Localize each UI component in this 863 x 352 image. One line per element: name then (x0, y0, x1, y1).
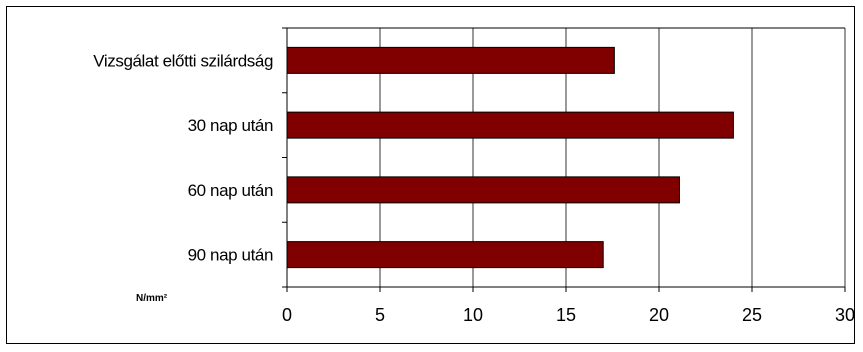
x-tick-label: 25 (742, 305, 762, 325)
x-tick-label: 30 (835, 305, 855, 325)
bar (286, 176, 680, 204)
bars (286, 46, 734, 269)
tick-labels: 0 5 10 15 20 25 30 (282, 305, 855, 325)
x-tick-label: 0 (282, 305, 292, 325)
category-label: 30 nap után (188, 116, 273, 135)
bar (286, 241, 604, 269)
unit-label: N/mm² (136, 293, 168, 304)
category-label: 60 nap után (188, 181, 273, 200)
category-label: 90 nap után (188, 246, 273, 265)
category-labels: Vizsgálat előtti szilárdság 30 nap után 60… (93, 51, 273, 264)
x-tick-label: 20 (649, 305, 669, 325)
x-tick-label: 5 (375, 305, 385, 325)
axes (282, 27, 846, 292)
bar (286, 46, 615, 74)
bar (286, 111, 734, 139)
category-label: Vizsgálat előtti szilárdság (93, 51, 273, 70)
x-tick-label: 15 (556, 305, 576, 325)
x-tick-label: 10 (463, 305, 483, 325)
